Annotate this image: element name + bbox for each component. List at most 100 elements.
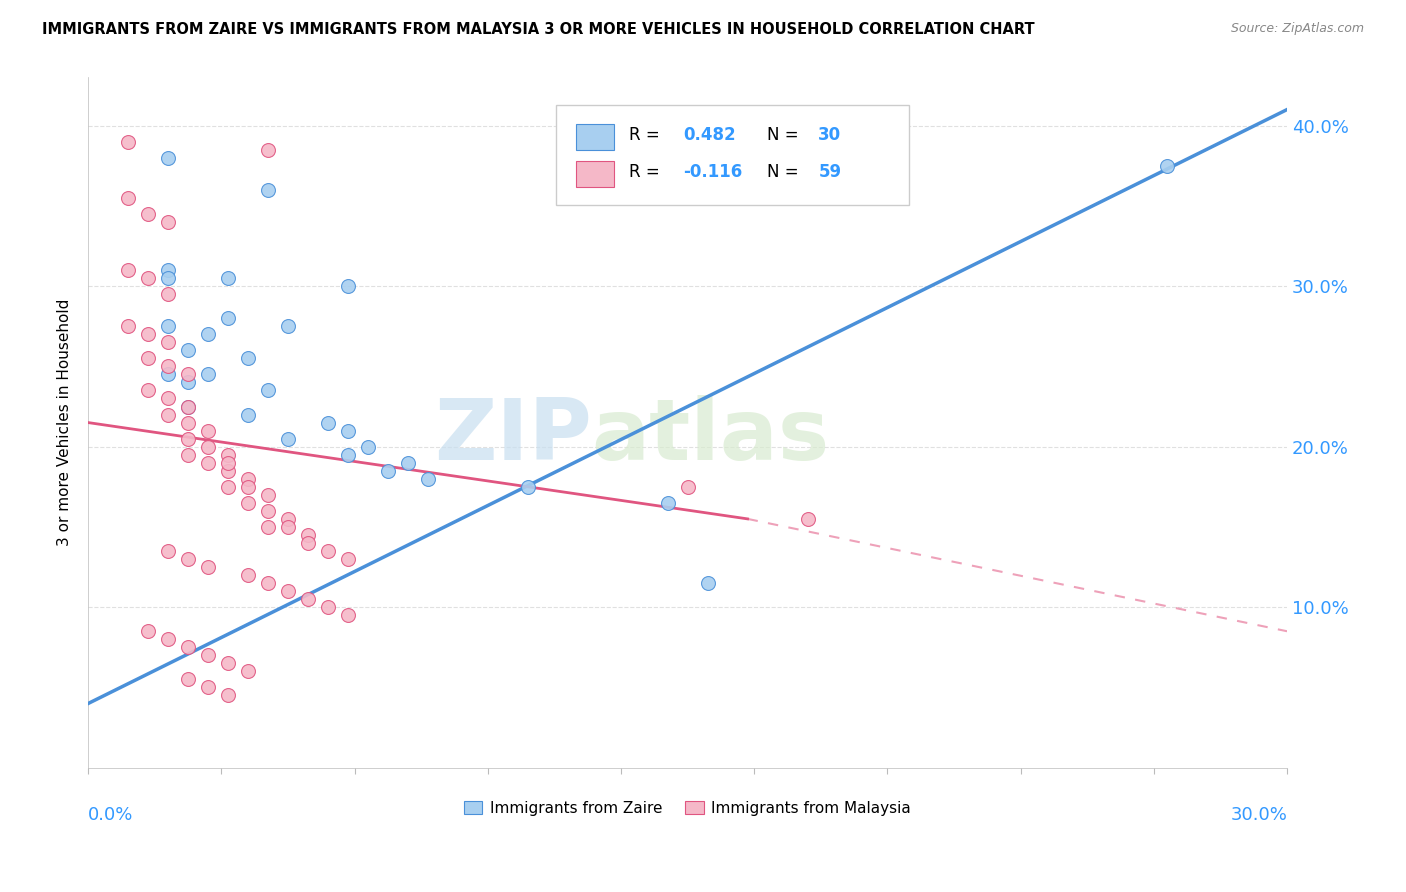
- Text: R =: R =: [628, 126, 665, 144]
- Point: [157, 319, 180, 334]
- Point: [217, 464, 239, 478]
- Point: [357, 440, 380, 454]
- Point: [316, 416, 339, 430]
- Y-axis label: 3 or more Vehicles in Household: 3 or more Vehicles in Household: [58, 299, 72, 546]
- Point: [136, 384, 159, 398]
- Point: [516, 480, 538, 494]
- Point: [236, 480, 259, 494]
- Point: [297, 536, 319, 550]
- Point: [157, 335, 180, 350]
- Point: [297, 528, 319, 542]
- Point: [177, 673, 200, 687]
- Point: [657, 496, 679, 510]
- Point: [217, 271, 239, 285]
- Point: [177, 400, 200, 414]
- Point: [157, 151, 180, 165]
- Point: [257, 576, 280, 591]
- Point: [257, 520, 280, 534]
- Point: [117, 191, 139, 205]
- Point: [257, 183, 280, 197]
- Bar: [576, 161, 614, 187]
- Point: [236, 472, 259, 486]
- Point: [217, 480, 239, 494]
- Point: [217, 448, 239, 462]
- Point: [136, 271, 159, 285]
- Point: [257, 504, 280, 518]
- Point: [177, 640, 200, 655]
- Point: [257, 488, 280, 502]
- Point: [136, 351, 159, 366]
- Point: [236, 496, 259, 510]
- Text: ZIP: ZIP: [434, 395, 592, 478]
- Point: [177, 416, 200, 430]
- Point: [236, 665, 259, 679]
- Point: [157, 263, 180, 277]
- Point: [416, 472, 439, 486]
- Text: 59: 59: [818, 163, 841, 181]
- Point: [217, 689, 239, 703]
- Point: [277, 432, 299, 446]
- Point: [277, 584, 299, 599]
- Point: [236, 351, 259, 366]
- Point: [177, 368, 200, 382]
- Point: [197, 368, 219, 382]
- Point: [336, 424, 359, 438]
- Point: [316, 600, 339, 615]
- Point: [217, 456, 239, 470]
- Point: [336, 279, 359, 293]
- Legend: Immigrants from Zaire, Immigrants from Malaysia: Immigrants from Zaire, Immigrants from M…: [458, 795, 917, 822]
- Point: [197, 440, 219, 454]
- Point: [136, 327, 159, 342]
- Point: [157, 632, 180, 647]
- Point: [197, 424, 219, 438]
- Point: [257, 143, 280, 157]
- Point: [336, 448, 359, 462]
- Text: -0.116: -0.116: [683, 163, 742, 181]
- Point: [117, 135, 139, 149]
- Point: [117, 263, 139, 277]
- Point: [136, 207, 159, 221]
- Point: [396, 456, 419, 470]
- Point: [277, 520, 299, 534]
- Point: [177, 400, 200, 414]
- Point: [316, 544, 339, 558]
- Point: [157, 368, 180, 382]
- Point: [197, 681, 219, 695]
- Point: [177, 376, 200, 390]
- Point: [377, 464, 399, 478]
- Point: [157, 544, 180, 558]
- Point: [336, 552, 359, 566]
- Text: IMMIGRANTS FROM ZAIRE VS IMMIGRANTS FROM MALAYSIA 3 OR MORE VEHICLES IN HOUSEHOL: IMMIGRANTS FROM ZAIRE VS IMMIGRANTS FROM…: [42, 22, 1035, 37]
- Point: [157, 408, 180, 422]
- Point: [796, 512, 818, 526]
- Point: [217, 311, 239, 326]
- Point: [236, 408, 259, 422]
- Point: [277, 319, 299, 334]
- Point: [157, 215, 180, 229]
- Text: N =: N =: [766, 126, 804, 144]
- Point: [696, 576, 718, 591]
- Point: [336, 608, 359, 623]
- Text: R =: R =: [628, 163, 665, 181]
- Text: atlas: atlas: [592, 395, 830, 478]
- FancyBboxPatch shape: [555, 105, 910, 205]
- Point: [197, 327, 219, 342]
- Point: [177, 552, 200, 566]
- Text: 0.0%: 0.0%: [89, 805, 134, 823]
- Point: [136, 624, 159, 639]
- Point: [236, 568, 259, 582]
- Point: [177, 432, 200, 446]
- Text: N =: N =: [766, 163, 804, 181]
- Point: [197, 560, 219, 574]
- Point: [676, 480, 699, 494]
- Point: [157, 287, 180, 301]
- Point: [217, 657, 239, 671]
- Point: [177, 448, 200, 462]
- Point: [197, 456, 219, 470]
- Text: 0.482: 0.482: [683, 126, 735, 144]
- Point: [157, 271, 180, 285]
- Point: [157, 392, 180, 406]
- Bar: [576, 124, 614, 150]
- Point: [197, 648, 219, 663]
- Point: [157, 359, 180, 374]
